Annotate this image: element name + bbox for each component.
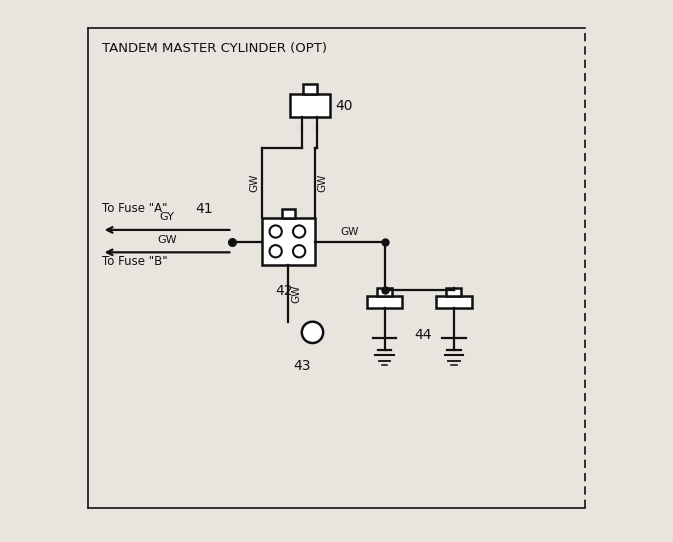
Text: GW: GW bbox=[341, 227, 359, 237]
Bar bbox=[446, 288, 462, 295]
Text: 42: 42 bbox=[275, 284, 293, 298]
Text: 40: 40 bbox=[335, 99, 353, 113]
Bar bbox=[281, 209, 295, 218]
Bar bbox=[367, 295, 402, 308]
Bar bbox=[262, 218, 315, 265]
Circle shape bbox=[293, 225, 306, 237]
Bar bbox=[289, 94, 330, 117]
Text: 41: 41 bbox=[195, 202, 213, 216]
Text: GY: GY bbox=[160, 212, 174, 222]
Text: GW: GW bbox=[317, 174, 327, 192]
Circle shape bbox=[302, 322, 323, 343]
Bar bbox=[377, 288, 392, 295]
Text: 43: 43 bbox=[294, 359, 312, 373]
Text: GW: GW bbox=[250, 174, 260, 192]
Text: To Fuse "B": To Fuse "B" bbox=[102, 255, 168, 268]
Text: 44: 44 bbox=[414, 328, 431, 342]
Text: TANDEM MASTER CYLINDER (OPT): TANDEM MASTER CYLINDER (OPT) bbox=[102, 42, 326, 55]
Text: To Fuse "A": To Fuse "A" bbox=[102, 202, 167, 215]
Bar bbox=[436, 295, 472, 308]
Circle shape bbox=[269, 245, 282, 257]
Circle shape bbox=[293, 245, 306, 257]
Bar bbox=[303, 84, 317, 94]
Text: GW: GW bbox=[157, 235, 177, 245]
Text: GW: GW bbox=[291, 284, 302, 302]
Circle shape bbox=[269, 225, 282, 237]
